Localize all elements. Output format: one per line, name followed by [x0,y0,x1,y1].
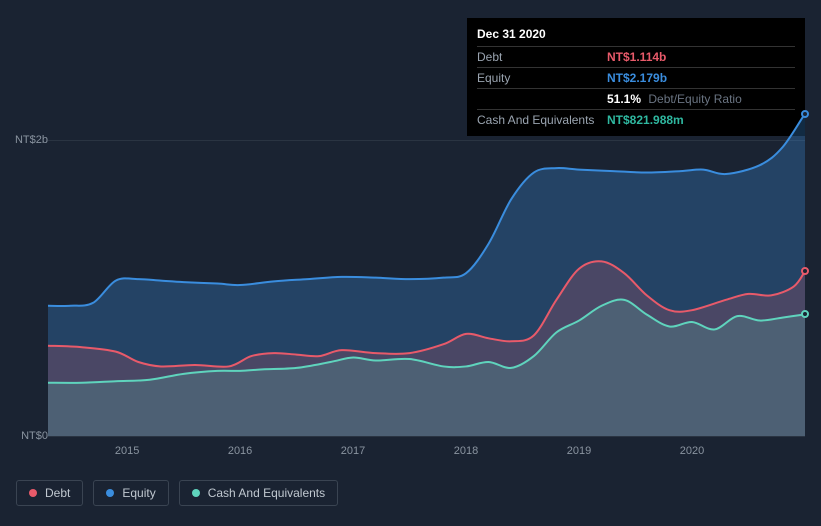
y-axis-label: NT$0 [21,430,48,442]
tooltip-row-label: Cash And Equivalents [477,113,607,127]
x-axis-label: 2020 [680,445,704,457]
x-axis-label: 2017 [341,445,365,457]
legend-dot-icon [106,489,114,497]
series-endpoint-cash-and-equivalents [801,310,809,318]
tooltip-row-label: Debt [477,50,607,64]
tooltip-row-value: NT$821.988m [607,113,684,127]
tooltip-row: 51.1% Debt/Equity Ratio [477,89,795,110]
tooltip-row-extra: Debt/Equity Ratio [645,92,742,106]
chart-legend: Debt Equity Cash And Equivalents [16,480,338,506]
tooltip-row: DebtNT$1.114b [477,47,795,68]
legend-label: Debt [45,486,70,500]
gridline [48,436,805,437]
legend-item-cash-and-equivalents[interactable]: Cash And Equivalents [179,480,338,506]
legend-item-equity[interactable]: Equity [93,480,168,506]
tooltip-row-value: NT$2.179b [607,71,667,85]
legend-dot-icon [192,489,200,497]
tooltip-row-label: Equity [477,71,607,85]
x-axis-label: 2015 [115,445,139,457]
legend-item-debt[interactable]: Debt [16,480,83,506]
x-axis-label: 2019 [567,445,591,457]
tooltip-row: EquityNT$2.179b [477,68,795,89]
series-endpoint-debt [801,267,809,275]
y-axis-label: NT$2b [15,134,48,146]
tooltip-row-value: 51.1% Debt/Equity Ratio [607,92,742,106]
area-chart [48,140,805,436]
tooltip-row: Cash And EquivalentsNT$821.988m [477,110,795,130]
tooltip-date: Dec 31 2020 [477,24,795,47]
chart-tooltip: Dec 31 2020 DebtNT$1.114bEquityNT$2.179b… [467,18,805,136]
chart-plot-area [48,140,805,436]
legend-label: Cash And Equivalents [208,486,325,500]
legend-dot-icon [29,489,37,497]
tooltip-row-label [477,92,607,106]
series-endpoint-equity [801,110,809,118]
x-axis-label: 2016 [228,445,252,457]
tooltip-row-value: NT$1.114b [607,50,666,64]
legend-label: Equity [122,486,155,500]
x-axis-label: 2018 [454,445,478,457]
